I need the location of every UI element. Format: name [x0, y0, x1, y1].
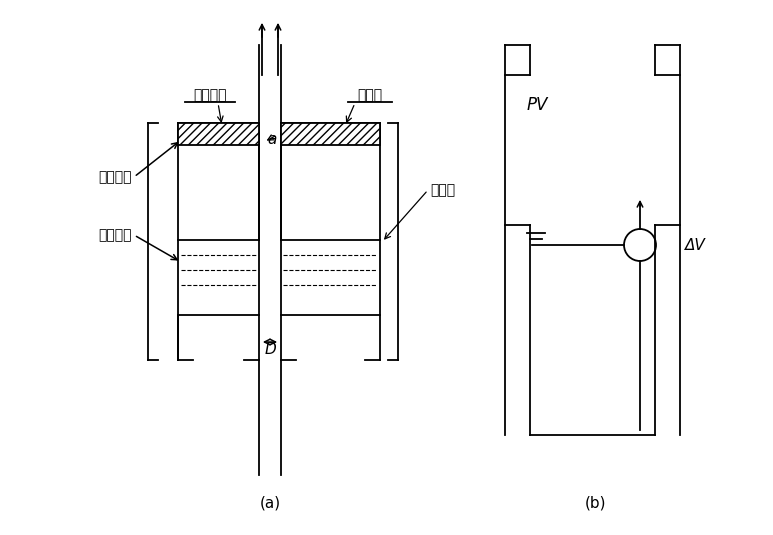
Text: 无效体积: 无效体积: [98, 170, 132, 184]
Text: a: a: [267, 132, 277, 147]
Text: D: D: [264, 342, 276, 357]
Text: 溢流板: 溢流板: [430, 183, 455, 197]
Text: 出气狭缝: 出气狭缝: [193, 88, 226, 102]
Text: 有效体积: 有效体积: [98, 228, 132, 242]
Text: (b): (b): [584, 495, 606, 510]
Bar: [178, 123, 259, 145]
Bar: [281, 123, 380, 145]
Text: PV: PV: [527, 96, 548, 114]
Text: 水封板: 水封板: [357, 88, 383, 102]
Text: ΔV: ΔV: [685, 238, 706, 253]
Text: (a): (a): [260, 495, 281, 510]
